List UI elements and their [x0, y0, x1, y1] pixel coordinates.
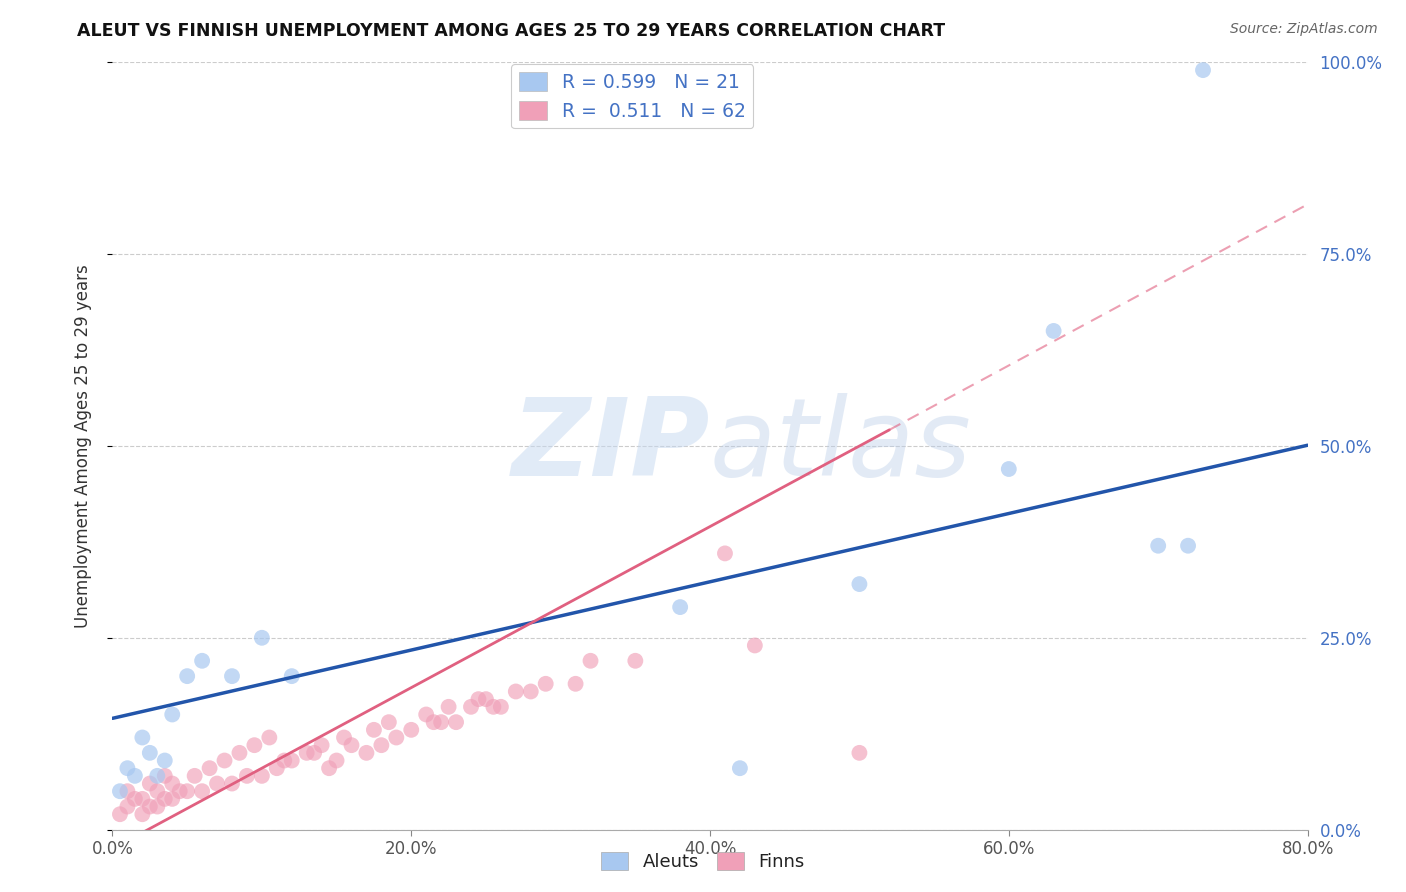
- Point: [467, 692, 489, 706]
- Point: [564, 677, 586, 691]
- Point: [848, 746, 870, 760]
- Point: [250, 769, 273, 783]
- Point: [153, 769, 176, 783]
- Point: [281, 754, 304, 768]
- Text: ALEUT VS FINNISH UNEMPLOYMENT AMONG AGES 25 TO 29 YEARS CORRELATION CHART: ALEUT VS FINNISH UNEMPLOYMENT AMONG AGES…: [77, 22, 945, 40]
- Point: [183, 769, 205, 783]
- Point: [124, 769, 146, 783]
- Point: [250, 631, 273, 645]
- Point: [131, 731, 153, 745]
- Point: [1147, 539, 1170, 553]
- Point: [191, 654, 214, 668]
- Point: [243, 738, 266, 752]
- Point: [333, 731, 356, 745]
- Point: [162, 776, 183, 790]
- Point: [108, 784, 131, 798]
- Point: [162, 792, 183, 806]
- Point: [669, 600, 692, 615]
- Point: [744, 639, 766, 653]
- Point: [228, 746, 250, 760]
- Point: [191, 784, 214, 798]
- Point: [146, 769, 169, 783]
- Point: [520, 684, 543, 698]
- Point: [460, 699, 482, 714]
- Point: [117, 784, 139, 798]
- Legend: R = 0.599   N = 21, R =  0.511   N = 62: R = 0.599 N = 21, R = 0.511 N = 62: [512, 64, 754, 128]
- Point: [444, 715, 467, 730]
- Point: [998, 462, 1021, 476]
- Point: [624, 654, 647, 668]
- Point: [356, 746, 378, 760]
- Point: [311, 738, 333, 752]
- Point: [340, 738, 363, 752]
- Point: [1192, 63, 1215, 78]
- Point: [1177, 539, 1199, 553]
- Point: [117, 799, 139, 814]
- Point: [295, 746, 318, 760]
- Point: [176, 784, 198, 798]
- Y-axis label: Unemployment Among Ages 25 to 29 years: Unemployment Among Ages 25 to 29 years: [73, 264, 91, 628]
- Point: [124, 792, 146, 806]
- Point: [281, 669, 304, 683]
- Point: [489, 699, 512, 714]
- Point: [108, 807, 131, 822]
- Point: [401, 723, 423, 737]
- Point: [259, 731, 281, 745]
- Point: [117, 761, 139, 775]
- Point: [430, 715, 453, 730]
- Text: atlas: atlas: [710, 393, 972, 499]
- Point: [378, 715, 401, 730]
- Point: [266, 761, 288, 775]
- Point: [318, 761, 340, 775]
- Point: [153, 792, 176, 806]
- Point: [139, 746, 162, 760]
- Point: [370, 738, 392, 752]
- Point: [139, 799, 162, 814]
- Point: [385, 731, 408, 745]
- Point: [579, 654, 602, 668]
- Point: [221, 776, 243, 790]
- Point: [363, 723, 385, 737]
- Point: [131, 792, 153, 806]
- Point: [198, 761, 221, 775]
- Point: [475, 692, 498, 706]
- Point: [176, 669, 198, 683]
- Point: [169, 784, 191, 798]
- Point: [415, 707, 437, 722]
- Point: [273, 754, 295, 768]
- Point: [236, 769, 259, 783]
- Point: [221, 669, 243, 683]
- Point: [214, 754, 236, 768]
- Point: [205, 776, 228, 790]
- Text: ZIP: ZIP: [512, 393, 710, 499]
- Point: [728, 761, 751, 775]
- Point: [848, 577, 870, 591]
- Point: [482, 699, 505, 714]
- Point: [146, 799, 169, 814]
- Point: [162, 707, 183, 722]
- Point: [1042, 324, 1064, 338]
- Point: [534, 677, 557, 691]
- Point: [437, 699, 460, 714]
- Point: [302, 746, 325, 760]
- Point: [505, 684, 527, 698]
- Point: [146, 784, 169, 798]
- Point: [139, 776, 162, 790]
- Point: [131, 807, 153, 822]
- Text: Source: ZipAtlas.com: Source: ZipAtlas.com: [1230, 22, 1378, 37]
- Point: [422, 715, 444, 730]
- Legend: Aleuts, Finns: Aleuts, Finns: [593, 845, 813, 879]
- Point: [714, 546, 737, 560]
- Point: [325, 754, 347, 768]
- Point: [153, 754, 176, 768]
